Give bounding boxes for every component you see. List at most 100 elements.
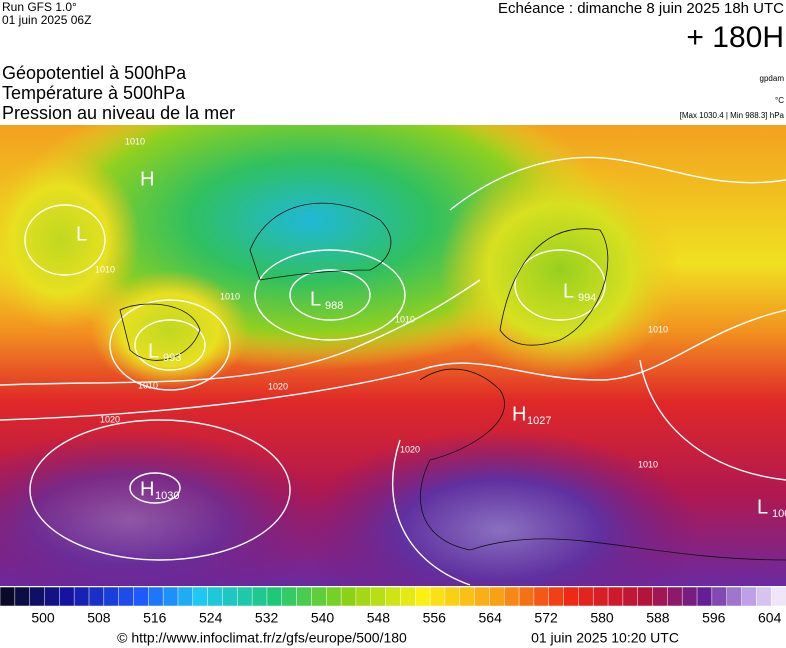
header-panel — [0, 0, 786, 125]
color-swatch — [444, 586, 461, 607]
isobar — [254, 249, 406, 341]
isobar — [0, 279, 481, 386]
color-swatch — [518, 586, 535, 607]
color-swatch — [355, 586, 372, 607]
center-symbol: H — [512, 403, 526, 425]
isobar — [0, 309, 786, 421]
warm-dome — [0, 430, 330, 610]
colorbar-label: 532 — [255, 610, 279, 626]
color-swatch — [429, 586, 446, 607]
color-swatch — [711, 586, 728, 607]
color-swatch — [622, 586, 639, 607]
color-swatch — [14, 586, 31, 607]
center-value: 994 — [578, 292, 596, 304]
center-value: 100 — [772, 508, 786, 520]
color-swatch — [207, 586, 224, 607]
isobar-label: 1010 — [125, 136, 145, 146]
warm-dome — [300, 430, 700, 630]
center-value: 1030 — [155, 490, 179, 502]
center-symbol: L — [76, 223, 87, 245]
forecast-time: Echéance : dimanche 8 juin 2025 18h UTC — [498, 0, 784, 17]
color-swatch — [726, 586, 743, 607]
color-swatch — [340, 586, 357, 607]
color-swatch — [474, 586, 491, 607]
color-swatch — [222, 586, 239, 607]
colorbar-label: 500 — [31, 610, 55, 626]
coastlines — [119, 202, 786, 561]
pressure-centers: H1030L988L993H1027L994L100HL — [76, 168, 786, 520]
isobar — [514, 249, 606, 321]
color-swatch — [652, 586, 669, 607]
color-swatch — [148, 586, 164, 607]
center-symbol: L — [310, 288, 321, 310]
color-swatch — [296, 586, 313, 607]
isobar-label: 1010 — [395, 314, 415, 324]
colorbar-label: 588 — [646, 610, 670, 626]
color-swatch — [177, 586, 194, 607]
west-field — [90, 270, 250, 390]
colorbar-label: 516 — [143, 610, 167, 626]
color-swatch — [607, 586, 624, 607]
color-swatch — [118, 586, 135, 607]
color-swatch — [251, 586, 268, 607]
source-url: © http://www.infoclimat.fr/z/gfs/europe/… — [117, 630, 407, 646]
color-swatch — [326, 586, 342, 607]
center-value: 1027 — [527, 415, 551, 427]
color-swatch — [385, 586, 402, 607]
isobar-label: 1020 — [100, 414, 120, 424]
isobar-label: 1010 — [648, 324, 668, 334]
unit: gpdam — [760, 74, 785, 83]
colorbar-label: 508 — [87, 610, 111, 626]
color-swatch — [578, 586, 594, 607]
isobar-labels: 1010 1010 1020 1020 1010 1010 1020 1010 1010 1010 — [95, 136, 668, 469]
color-swatch — [770, 586, 786, 607]
color-swatch — [281, 586, 298, 607]
color-swatch — [741, 586, 758, 607]
map-field — [0, 70, 786, 630]
isobar — [24, 204, 106, 276]
colorbar-label: 524 — [199, 610, 223, 626]
center-value: 993 — [163, 352, 181, 364]
colorbar-label: 596 — [702, 610, 726, 626]
colorbar-label: 572 — [534, 610, 558, 626]
color-swatch — [414, 586, 431, 607]
isobar-label: 1010 — [95, 264, 115, 274]
forecast-hour: + 180H — [686, 21, 784, 54]
color-swatch — [162, 586, 179, 607]
color-swatch — [533, 586, 550, 607]
isobar-label: 1020 — [400, 444, 420, 454]
color-swatch — [681, 586, 698, 607]
color-swatch — [370, 586, 387, 607]
color-swatch — [59, 586, 75, 607]
center-symbol: L — [563, 280, 574, 302]
color-swatch — [73, 586, 90, 607]
title: Pression au niveau de la mer — [2, 103, 235, 123]
isobar — [449, 156, 786, 211]
coastline — [499, 228, 609, 346]
color-swatch — [133, 586, 150, 607]
color-swatch — [459, 586, 476, 607]
color-swatch — [667, 586, 683, 607]
title: Géopotentiel à 500hPa — [2, 63, 187, 83]
isobar — [29, 419, 291, 561]
isobar — [134, 319, 206, 371]
color-swatch — [548, 586, 565, 607]
center-symbol: L — [757, 496, 768, 518]
color-swatch — [756, 586, 772, 607]
run-date: 01 juin 2025 06Z — [2, 13, 91, 27]
unit: °C — [775, 96, 784, 105]
isobar-label: 1010 — [638, 459, 658, 469]
colorbar-label: 580 — [590, 610, 614, 626]
colorbar-label: 604 — [758, 610, 782, 626]
color-swatch — [266, 586, 283, 607]
colorbar-label: 540 — [311, 610, 335, 626]
color-swatch — [29, 586, 46, 607]
color-swatch — [103, 586, 120, 607]
isobars — [0, 156, 786, 586]
color-swatch — [400, 586, 416, 607]
color-swatch — [637, 586, 654, 607]
center-symbol: H — [140, 478, 154, 500]
coastline — [119, 303, 201, 361]
color-swatch — [311, 586, 328, 607]
